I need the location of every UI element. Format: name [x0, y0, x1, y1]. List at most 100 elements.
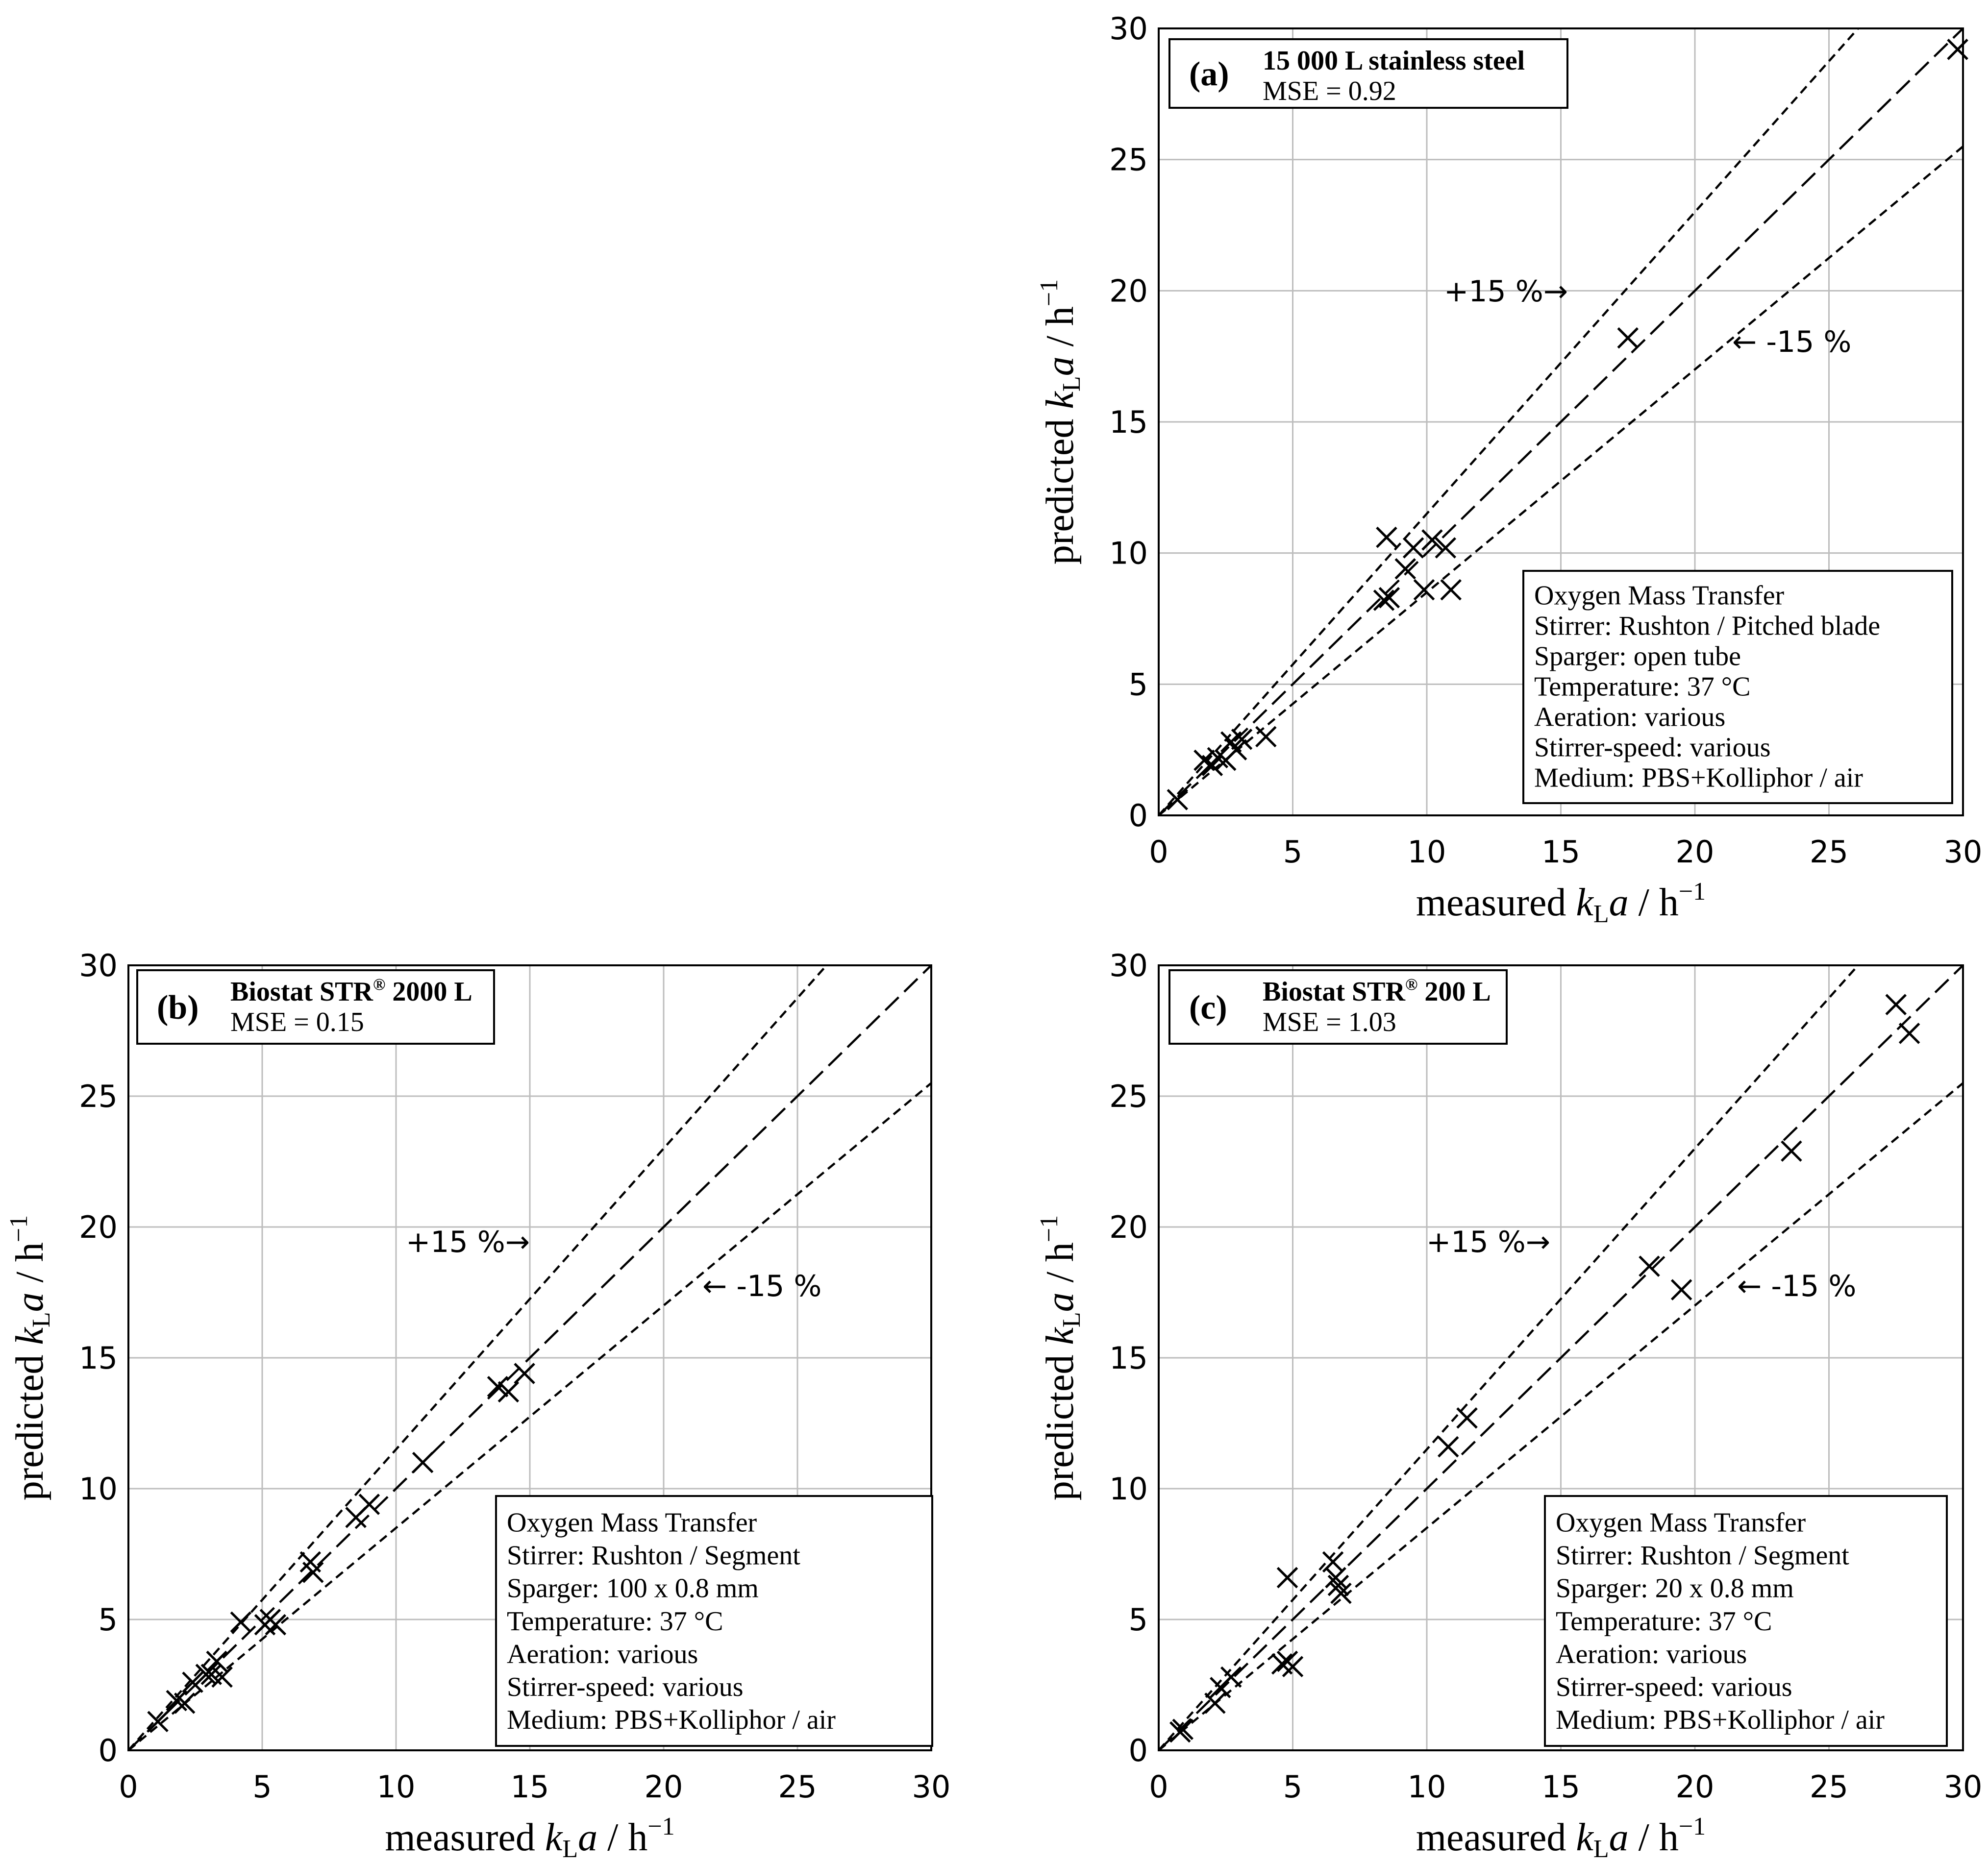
x-tick-label: 25 — [778, 1769, 817, 1805]
x-tick-label: 15 — [511, 1769, 549, 1805]
y-tick-label: 25 — [1109, 142, 1148, 178]
info-box-line: Temperature: 37 °C — [507, 1606, 723, 1637]
x-tick-label: 10 — [377, 1769, 416, 1805]
x-tick-label: 25 — [1810, 834, 1848, 870]
data-point — [1207, 747, 1229, 768]
y-tick-label: 15 — [1109, 404, 1148, 440]
x-tick-label: 25 — [1810, 1769, 1848, 1805]
plot-frame — [1158, 964, 1964, 1751]
data-point — [1440, 579, 1462, 601]
x-tick-label: 30 — [1944, 834, 1983, 870]
data-point — [211, 1666, 233, 1688]
data-point — [1376, 526, 1397, 548]
mse-value: MSE = 0.92 — [1263, 76, 1396, 106]
data-point — [1204, 1692, 1226, 1714]
y-tick-label: 30 — [79, 948, 118, 983]
data-point — [1402, 537, 1424, 559]
reference-line-plus-15 — [1159, 28, 1859, 815]
data-point — [1167, 789, 1189, 810]
info-box-line: Oxygen Mass Transfer — [1556, 1507, 1806, 1538]
data-point — [1898, 1023, 1920, 1044]
chart-title: Biostat STR® 2000 L — [230, 976, 472, 1007]
y-tick-label: 5 — [1129, 666, 1148, 702]
data-point — [1231, 728, 1253, 750]
title-box — [1168, 969, 1508, 1045]
y-tick-label: 5 — [99, 1602, 118, 1638]
reference-line-identity — [128, 965, 931, 1750]
data-point — [1330, 1582, 1352, 1604]
panel-label: (b) — [157, 989, 199, 1027]
y-tick-label: 20 — [1109, 1209, 1148, 1245]
panel-label: (c) — [1189, 989, 1227, 1027]
y-tick-label: 25 — [79, 1079, 118, 1114]
title-box — [1168, 38, 1568, 109]
data-point — [174, 1692, 196, 1714]
reference-line-identity — [1159, 28, 1963, 815]
y-tick-label: 10 — [1109, 1471, 1148, 1507]
data-point — [1947, 39, 1968, 60]
data-point — [487, 1375, 509, 1398]
x-axis-label: measured kLa / h−1 — [385, 1813, 674, 1863]
y-tick-label: 10 — [79, 1471, 118, 1507]
info-box-line: Temperature: 37 °C — [1556, 1606, 1772, 1637]
info-box-line: Aeration: various — [507, 1639, 698, 1669]
data-point — [1172, 1718, 1193, 1741]
y-tick-label: 15 — [1109, 1340, 1148, 1376]
reference-lines — [1159, 28, 1963, 815]
data-point — [182, 1671, 203, 1693]
mse-value: MSE = 1.03 — [1263, 1007, 1396, 1037]
info-box-line: Aeration: various — [1534, 702, 1725, 732]
reference-lines — [1159, 965, 1963, 1750]
x-tick-label: 10 — [1408, 1769, 1446, 1805]
data-point — [147, 1711, 169, 1733]
x-tick-label: 20 — [1676, 1769, 1715, 1805]
reference-line-minus-15 — [128, 1082, 931, 1750]
data-point — [1394, 558, 1416, 580]
info-box-line: Stirrer-speed: various — [507, 1672, 744, 1702]
x-tick-label: 20 — [645, 1769, 683, 1805]
info-box — [495, 1495, 933, 1747]
minus-15-label: ← -15 % — [702, 1269, 821, 1303]
chart-title: 15 000 L stainless steel — [1263, 46, 1525, 76]
x-axis-label: measured kLa / h−1 — [1416, 878, 1706, 928]
info-box-line: Stirrer-speed: various — [1534, 732, 1771, 762]
title-box — [136, 969, 495, 1045]
info-box-line: Temperature: 37 °C — [1534, 671, 1750, 702]
minus-15-label: ← -15 % — [1737, 1269, 1856, 1303]
info-box-line: Stirrer: Rushton / Segment — [1556, 1541, 1849, 1571]
chart-panel-c: 0 5 10 15 20 25 30 0 5 10 15 20 25 30 measured kLa / h… — [1035, 948, 1982, 1863]
data-point — [1885, 994, 1907, 1015]
reference-line-identity — [1159, 965, 1963, 1750]
x-tick-label: 15 — [1541, 1769, 1580, 1805]
x-tick-label: 15 — [1541, 834, 1580, 870]
y-tick-label: 10 — [1109, 536, 1148, 571]
info-box-line: Medium: PBS+Kolliphor / air — [507, 1705, 836, 1735]
data-point — [1413, 579, 1435, 601]
info-box-line: Stirrer: Rushton / Segment — [507, 1541, 800, 1571]
chart-title: Biostat STR® 200 L — [1263, 976, 1491, 1007]
y-tick-label: 5 — [1129, 1602, 1148, 1638]
y-axis-label: predicted kLa / h−1 — [5, 1215, 55, 1500]
data-point — [1220, 1666, 1242, 1688]
reference-line-minus-15 — [1159, 1082, 1963, 1750]
info-box-line: Sparger: 20 x 0.8 mm — [1556, 1573, 1794, 1604]
info-box-line: Sparger: 100 x 0.8 mm — [507, 1573, 759, 1604]
chart-panel-b: 0 5 10 15 20 25 30 0 5 10 15 20 25 30 measured kLa / h… — [5, 948, 950, 1863]
data-point — [412, 1451, 434, 1473]
y-tick-label: 20 — [1109, 273, 1148, 309]
info-box-line: Medium: PBS+Kolliphor / air — [1534, 762, 1863, 793]
plus-15-label: +15 %→ — [406, 1225, 530, 1259]
x-tick-label: 0 — [119, 1769, 138, 1805]
y-tick-label: 30 — [1109, 948, 1148, 983]
data-point — [206, 1650, 227, 1672]
plot-frame — [1158, 27, 1964, 816]
info-box-line: Medium: PBS+Kolliphor / air — [1556, 1705, 1885, 1735]
info-box-line: Oxygen Mass Transfer — [507, 1507, 757, 1538]
plus-15-label: +15 %→ — [1444, 274, 1568, 309]
y-tick-label: 0 — [1129, 1733, 1148, 1768]
x-tick-label: 0 — [1149, 1769, 1168, 1805]
chart-panel-a: 0 5 10 15 20 25 30 0 5 10 15 20 25 30 measured kLa / h… — [1035, 11, 1982, 928]
x-tick-label: 30 — [912, 1769, 951, 1805]
x-tick-label: 5 — [1283, 834, 1302, 870]
